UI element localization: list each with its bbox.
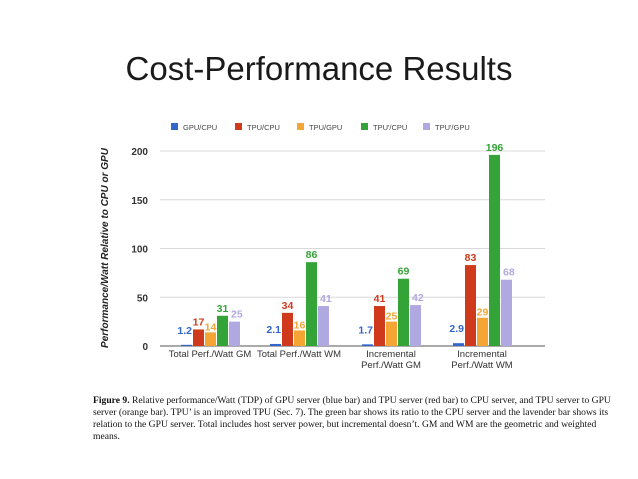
x-category-label: Incremental Perf./Watt GM xyxy=(361,349,421,371)
figure-caption: Figure 9. Relative performance/Watt (TDP… xyxy=(93,395,613,443)
legend-swatch xyxy=(171,123,178,130)
data-label: 1.7 xyxy=(358,324,373,336)
bar xyxy=(398,278,409,346)
bar xyxy=(294,330,305,346)
bar xyxy=(489,154,500,346)
data-label: 2.1 xyxy=(266,324,281,336)
legend-swatch xyxy=(361,123,368,130)
caption-label: Figure 9. xyxy=(93,395,130,406)
legend-label: GPU/CPU xyxy=(183,123,217,132)
data-label: 42 xyxy=(412,292,424,304)
bar xyxy=(386,321,397,346)
data-label: 31 xyxy=(217,303,229,315)
bar xyxy=(453,343,464,346)
data-label: 29 xyxy=(477,307,489,319)
data-label: 25 xyxy=(386,311,398,323)
bar xyxy=(193,329,204,346)
legend-label: TPU/CPU xyxy=(247,123,280,132)
data-label: 41 xyxy=(320,293,332,305)
y-tick-label: 150 xyxy=(131,196,148,207)
bar xyxy=(362,344,373,346)
y-tick-label: 50 xyxy=(137,293,149,304)
bar xyxy=(318,306,329,346)
bar xyxy=(282,312,293,346)
data-label: 17 xyxy=(193,316,205,328)
data-label: 16 xyxy=(294,319,306,331)
bar xyxy=(501,279,512,346)
y-axis-label: Performance/Watt Relative to CPU or GPU xyxy=(100,147,111,348)
legend-swatch xyxy=(297,123,304,130)
x-category-label: Total Perf./Watt GM xyxy=(169,349,252,360)
legend-swatch xyxy=(423,123,430,130)
data-label: 68 xyxy=(503,267,515,279)
legend-swatch xyxy=(235,123,242,130)
data-label: 25 xyxy=(231,309,243,321)
data-label: 196 xyxy=(486,142,504,154)
caption-text: Relative performance/Watt (TDP) of GPU s… xyxy=(93,395,611,442)
data-label: 1.2 xyxy=(177,325,192,337)
legend-label: TPU'/CPU xyxy=(373,123,407,132)
bar xyxy=(205,332,216,346)
legend-label: TPU/GPU xyxy=(309,123,342,132)
legend-label: TPU'/GPU xyxy=(435,123,470,132)
data-label: 86 xyxy=(306,249,318,261)
y-tick-label: 0 xyxy=(142,342,148,353)
bar xyxy=(374,306,385,346)
data-label: 14 xyxy=(205,321,217,333)
bar xyxy=(217,315,228,346)
bar xyxy=(306,262,317,346)
y-tick-label: 100 xyxy=(131,245,148,256)
data-label: 34 xyxy=(282,300,294,312)
x-category-label: Total Perf./Watt WM xyxy=(257,349,341,360)
data-label: 41 xyxy=(374,293,386,305)
bar xyxy=(270,343,281,346)
bar xyxy=(477,317,488,346)
bar xyxy=(229,321,240,346)
bar xyxy=(410,305,421,346)
bar xyxy=(181,344,192,346)
x-category-label: Incremental Perf./Watt WM xyxy=(451,349,512,371)
data-label: 69 xyxy=(398,266,410,278)
slide-title: Cost-Performance Results xyxy=(125,50,513,87)
bar xyxy=(465,265,476,346)
data-label: 2.9 xyxy=(449,323,464,335)
data-label: 83 xyxy=(465,252,477,264)
y-tick-label: 200 xyxy=(131,147,148,158)
